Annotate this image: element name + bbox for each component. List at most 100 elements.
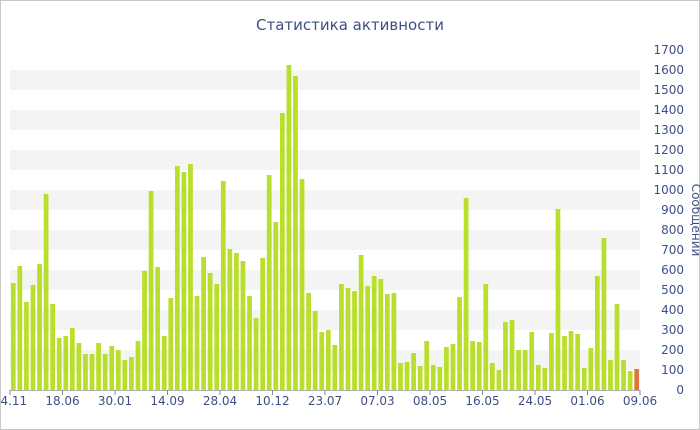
y-tick-label: 1100 bbox=[653, 163, 684, 177]
bar bbox=[516, 350, 521, 390]
x-tick-label: 01.06 bbox=[570, 394, 604, 408]
bar bbox=[535, 365, 541, 390]
bar bbox=[463, 198, 469, 390]
bar bbox=[161, 336, 167, 390]
bar bbox=[227, 249, 233, 390]
bar bbox=[17, 266, 23, 390]
bar bbox=[122, 360, 128, 390]
y-tick-label: 600 bbox=[661, 263, 684, 277]
bar bbox=[220, 181, 226, 390]
bar bbox=[594, 276, 600, 390]
grid-band bbox=[10, 270, 640, 290]
bar bbox=[608, 360, 613, 390]
y-tick-label: 900 bbox=[661, 203, 684, 217]
bar bbox=[24, 302, 29, 390]
bar bbox=[398, 363, 403, 390]
y-tick-label: 0 bbox=[676, 383, 684, 397]
bar bbox=[542, 368, 548, 390]
bar bbox=[437, 367, 443, 390]
bar bbox=[63, 336, 69, 390]
bar bbox=[470, 341, 476, 390]
x-tick-label: 28.04 bbox=[203, 394, 237, 408]
x-tick-label: 18.06 bbox=[45, 394, 79, 408]
bar bbox=[260, 258, 266, 390]
bar bbox=[102, 354, 108, 390]
x-tick-label: 04.11 bbox=[0, 394, 27, 408]
bar bbox=[201, 257, 206, 390]
bar bbox=[621, 360, 626, 390]
y-tick-label: 1400 bbox=[653, 103, 684, 117]
bar bbox=[588, 348, 594, 390]
x-tick-label: 23.07 bbox=[308, 394, 342, 408]
x-tick-label: 07.03 bbox=[360, 394, 394, 408]
bar bbox=[555, 209, 561, 390]
bar bbox=[614, 304, 620, 390]
y-axis-title: Сообщений bbox=[689, 184, 700, 257]
bar-current bbox=[634, 369, 640, 390]
grid-band bbox=[10, 350, 640, 370]
bar bbox=[345, 288, 351, 390]
y-tick-label: 400 bbox=[661, 303, 684, 317]
bar bbox=[273, 222, 279, 390]
x-tick-label: 16.05 bbox=[465, 394, 499, 408]
bar bbox=[174, 166, 180, 390]
bar bbox=[489, 363, 495, 390]
grid-band bbox=[10, 70, 640, 90]
y-tick-label: 300 bbox=[661, 323, 684, 337]
bar bbox=[417, 366, 423, 390]
bar bbox=[299, 179, 305, 390]
x-tick-label: 24.05 bbox=[518, 394, 552, 408]
bar bbox=[96, 343, 101, 390]
bar bbox=[332, 345, 338, 390]
y-tick-label: 700 bbox=[661, 243, 684, 257]
bar bbox=[306, 293, 311, 390]
bar bbox=[240, 261, 246, 390]
bar bbox=[253, 318, 259, 390]
y-tick-label: 800 bbox=[661, 223, 684, 237]
bar bbox=[575, 334, 581, 390]
bar bbox=[188, 164, 193, 390]
bar bbox=[89, 354, 95, 390]
bar bbox=[529, 332, 535, 390]
grid-band bbox=[10, 150, 640, 170]
y-tick-label: 500 bbox=[661, 283, 684, 297]
bar bbox=[444, 347, 449, 390]
bar bbox=[293, 76, 298, 390]
y-tick-label: 1300 bbox=[653, 123, 684, 137]
bar bbox=[391, 293, 397, 390]
bar bbox=[10, 283, 16, 390]
bar bbox=[129, 357, 134, 390]
bar bbox=[76, 343, 82, 390]
x-tick-label: 10.12 bbox=[255, 394, 289, 408]
bar bbox=[581, 368, 587, 390]
bar bbox=[522, 350, 528, 390]
bar bbox=[286, 65, 292, 390]
bar bbox=[325, 330, 331, 390]
bar bbox=[168, 298, 174, 390]
bar bbox=[450, 344, 456, 390]
bar bbox=[496, 370, 502, 390]
bar bbox=[115, 350, 121, 390]
bar bbox=[365, 286, 371, 390]
bar bbox=[509, 320, 515, 390]
grid-band bbox=[10, 110, 640, 130]
bar bbox=[503, 322, 508, 390]
bar bbox=[352, 291, 357, 390]
bar bbox=[483, 284, 489, 390]
bar bbox=[30, 285, 36, 390]
bar bbox=[50, 304, 56, 390]
bar bbox=[358, 255, 364, 390]
bar bbox=[214, 284, 220, 390]
chart-title: Статистика активности bbox=[256, 16, 444, 34]
x-tick-label: 30.01 bbox=[98, 394, 132, 408]
bar bbox=[424, 341, 430, 390]
bar bbox=[411, 353, 416, 390]
y-tick-label: 100 bbox=[661, 363, 684, 377]
bar bbox=[568, 331, 574, 390]
y-tick-label: 1500 bbox=[653, 83, 684, 97]
bar bbox=[266, 175, 272, 390]
bar bbox=[43, 194, 49, 390]
bar bbox=[142, 271, 147, 390]
x-tick-label: 14.09 bbox=[150, 394, 184, 408]
y-tick-label: 200 bbox=[661, 343, 684, 357]
